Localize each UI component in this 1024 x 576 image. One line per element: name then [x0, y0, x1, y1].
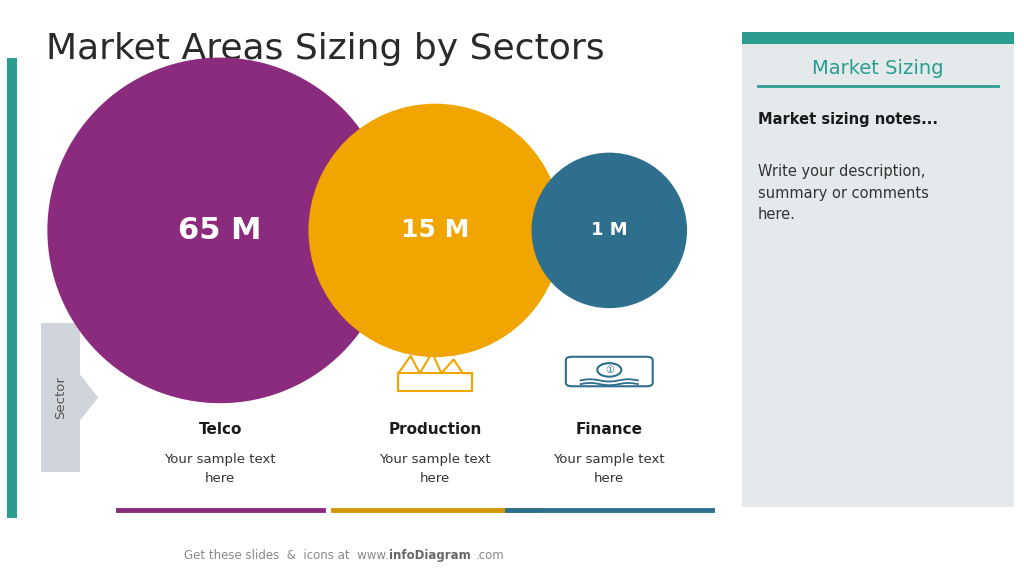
Polygon shape: [80, 374, 98, 420]
Ellipse shape: [308, 104, 562, 357]
Text: Write your description,
summary or comments
here.: Write your description, summary or comme…: [758, 164, 929, 222]
Ellipse shape: [531, 153, 687, 308]
Text: .com: .com: [476, 548, 505, 562]
Text: Market Sizing: Market Sizing: [812, 59, 944, 78]
Circle shape: [233, 365, 239, 368]
Text: Market sizing notes...: Market sizing notes...: [758, 112, 938, 127]
FancyBboxPatch shape: [7, 58, 17, 518]
Text: 65 M: 65 M: [178, 216, 262, 245]
Text: 15 M: 15 M: [401, 218, 469, 242]
Text: Your sample text
here: Your sample text here: [379, 453, 492, 486]
Circle shape: [202, 372, 207, 374]
Text: infoDiagram: infoDiagram: [389, 548, 471, 562]
Text: Your sample text
here: Your sample text here: [553, 453, 666, 486]
Text: Your sample text
here: Your sample text here: [164, 453, 276, 486]
Circle shape: [218, 379, 222, 381]
Text: Get these slides  &  icons at  www.: Get these slides & icons at www.: [184, 548, 389, 562]
Polygon shape: [41, 323, 80, 472]
Circle shape: [202, 379, 207, 381]
Circle shape: [233, 379, 239, 381]
Text: Finance: Finance: [575, 422, 643, 437]
Ellipse shape: [47, 58, 393, 403]
Text: Market Areas Sizing by Sectors: Market Areas Sizing by Sectors: [46, 32, 605, 66]
FancyBboxPatch shape: [742, 32, 1014, 507]
Circle shape: [218, 365, 222, 368]
Circle shape: [233, 372, 239, 374]
FancyBboxPatch shape: [742, 32, 1014, 44]
Text: ①: ①: [605, 365, 613, 375]
Circle shape: [218, 385, 222, 388]
Text: Sector: Sector: [54, 376, 67, 419]
Circle shape: [218, 372, 222, 374]
Circle shape: [202, 385, 207, 388]
Circle shape: [202, 365, 207, 368]
Text: Telco: Telco: [199, 422, 242, 437]
Circle shape: [233, 385, 239, 388]
Text: 1 M: 1 M: [591, 221, 628, 240]
Text: Production: Production: [388, 422, 482, 437]
